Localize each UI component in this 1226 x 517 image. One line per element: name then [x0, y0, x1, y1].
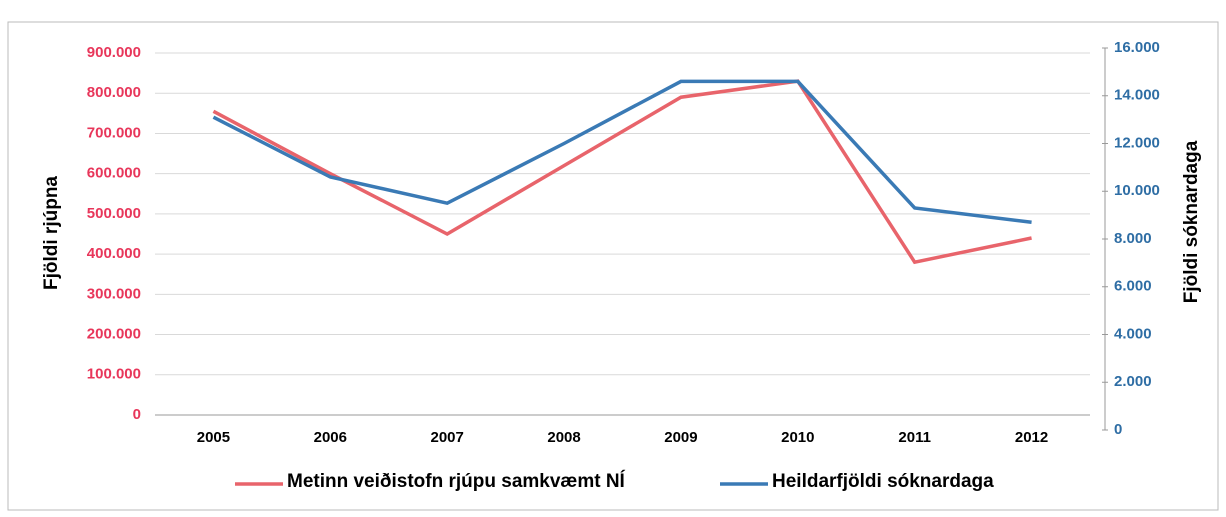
- y-tick-label: 200.000: [87, 326, 141, 343]
- y2-tick-label: 0: [1114, 421, 1122, 438]
- y-tick-label: 100.000: [87, 366, 141, 383]
- y2-tick-label: 12.000: [1114, 134, 1160, 151]
- x-tick-label: 2007: [431, 429, 464, 446]
- y-tick-label: 500.000: [87, 205, 141, 222]
- x-tick-label: 2005: [197, 429, 230, 446]
- y-tick-label: 0: [133, 406, 141, 423]
- x-tick-label: 2012: [1015, 429, 1048, 446]
- x-tick-label: 2008: [547, 429, 580, 446]
- y2-tick-label: 8.000: [1114, 230, 1152, 247]
- y-tick-label: 700.000: [87, 124, 141, 141]
- y-tick-label: 900.000: [87, 44, 141, 61]
- y2-tick-label: 10.000: [1114, 182, 1160, 199]
- y2-tick-label: 4.000: [1114, 325, 1152, 342]
- y-tick-label: 600.000: [87, 165, 141, 182]
- x-tick-label: 2009: [664, 429, 697, 446]
- x-tick-label: 2010: [781, 429, 814, 446]
- y2-tick-label: 16.000: [1114, 39, 1160, 56]
- y-tick-label: 400.000: [87, 245, 141, 262]
- y-tick-label: 300.000: [87, 285, 141, 302]
- series-line: [212, 79, 1032, 225]
- legend-label: Metinn veiðistofn rjúpu samkvæmt NÍ: [287, 470, 626, 492]
- chart-frame: [7, 21, 1219, 511]
- x-tick-label: 2011: [898, 429, 931, 446]
- y2-tick-label: 2.000: [1114, 373, 1152, 390]
- y2-tick-label: 6.000: [1114, 278, 1152, 295]
- series-line: [212, 79, 1032, 265]
- y-tick-label: 800.000: [87, 84, 141, 101]
- y2-tick-label: 14.000: [1114, 87, 1160, 104]
- y2-axis-label: Fjöldi sóknardaga: [1181, 140, 1202, 303]
- legend-label: Heildarfjöldi sóknardaga: [772, 471, 994, 492]
- x-tick-label: 2006: [314, 429, 347, 446]
- y-axis-label: Fjöldi rjúpna: [41, 176, 62, 290]
